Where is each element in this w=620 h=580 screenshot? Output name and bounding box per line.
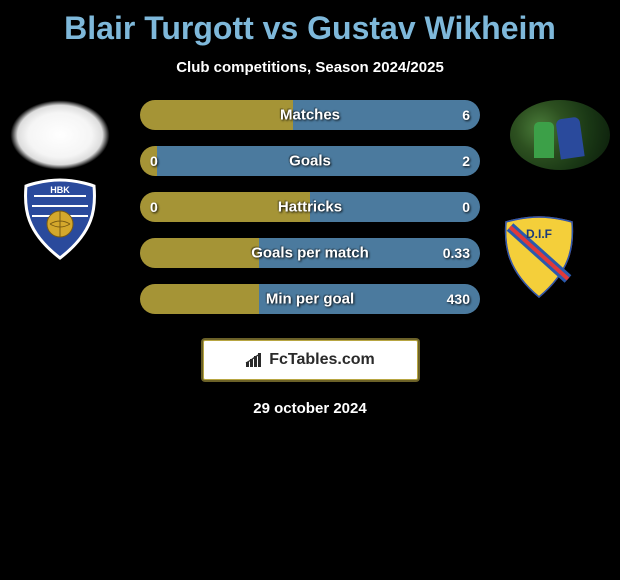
stat-seg-left — [140, 284, 259, 314]
stat-value-right: 0.33 — [443, 245, 470, 261]
page-title: Blair Turgott vs Gustav Wikheim — [0, 0, 620, 47]
stat-label: Goals per match — [251, 245, 369, 262]
stat-value-right: 0 — [462, 199, 470, 215]
club-crest-left: HBK — [20, 178, 120, 268]
svg-text:HBK: HBK — [50, 185, 70, 195]
subtitle: Club competitions, Season 2024/2025 — [0, 59, 620, 76]
brand-tables: Tables.com — [288, 351, 375, 368]
club-crest-right: D.I.F — [500, 215, 600, 305]
player-right-photo — [510, 100, 610, 170]
stat-bars: Matches 6 Goals 0 2 Hattricks 0 0 Goals per matc… — [140, 100, 480, 330]
svg-text:D.I.F: D.I.F — [526, 227, 552, 241]
stat-row: Goals 0 2 — [140, 146, 480, 176]
stat-label: Goals — [289, 153, 331, 170]
player-left-photo — [10, 100, 110, 170]
shield-icon: D.I.F — [500, 215, 578, 299]
stat-value-right: 2 — [462, 153, 470, 169]
stat-value-right: 430 — [447, 291, 470, 307]
chart-icon — [245, 352, 265, 368]
date-text: 29 october 2024 — [0, 400, 620, 417]
stat-label: Hattricks — [278, 199, 342, 216]
stat-row: Min per goal 430 — [140, 284, 480, 314]
stat-value-right: 6 — [462, 107, 470, 123]
stat-row: Hattricks 0 0 — [140, 192, 480, 222]
stat-seg-left — [140, 238, 259, 268]
shield-icon: HBK — [20, 178, 100, 260]
stat-seg-left — [140, 100, 293, 130]
stat-label: Matches — [280, 107, 340, 124]
stat-value-left: 0 — [150, 153, 158, 169]
brand-fc: Fc — [269, 351, 288, 368]
stats-area: HBK D.I.F Matches6Goals02Hattricks00Goal… — [0, 100, 620, 330]
brand-box: FcTables.com — [203, 340, 418, 380]
stat-value-left: 0 — [150, 199, 158, 215]
stat-row: Goals per match 0.33 — [140, 238, 480, 268]
brand-text: FcTables.com — [269, 351, 375, 369]
stat-label: Min per goal — [266, 291, 354, 308]
stat-row: Matches 6 — [140, 100, 480, 130]
